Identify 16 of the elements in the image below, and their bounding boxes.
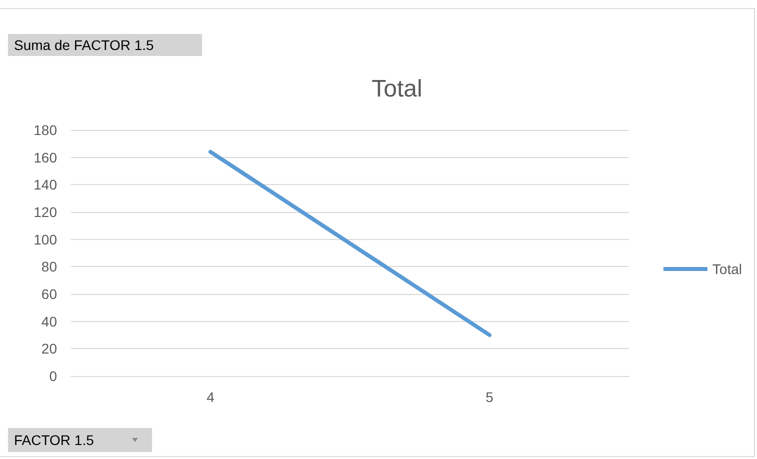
y-tick-label: 20 bbox=[41, 340, 58, 357]
y-tick-label: 0 bbox=[49, 368, 58, 384]
x-tick-label: 4 bbox=[206, 389, 215, 405]
y-tick-label: 140 bbox=[34, 176, 58, 193]
y-tick-label: 180 bbox=[34, 122, 58, 138]
chart-title: Total bbox=[372, 76, 422, 102]
y-tick-label: 80 bbox=[41, 258, 58, 275]
y-tick-label: 100 bbox=[34, 231, 58, 248]
legend-label: Total bbox=[712, 261, 742, 277]
y-tick-label: 60 bbox=[41, 286, 58, 302]
y-tick-label: 40 bbox=[41, 313, 58, 330]
text: FACTOR 1.5 bbox=[8, 428, 152, 452]
y-tick-label: 120 bbox=[34, 204, 58, 220]
text: Suma de FACTOR 1.5 bbox=[8, 34, 202, 56]
x-tick-label: 5 bbox=[486, 389, 494, 405]
y-tick-label: 160 bbox=[34, 149, 58, 166]
